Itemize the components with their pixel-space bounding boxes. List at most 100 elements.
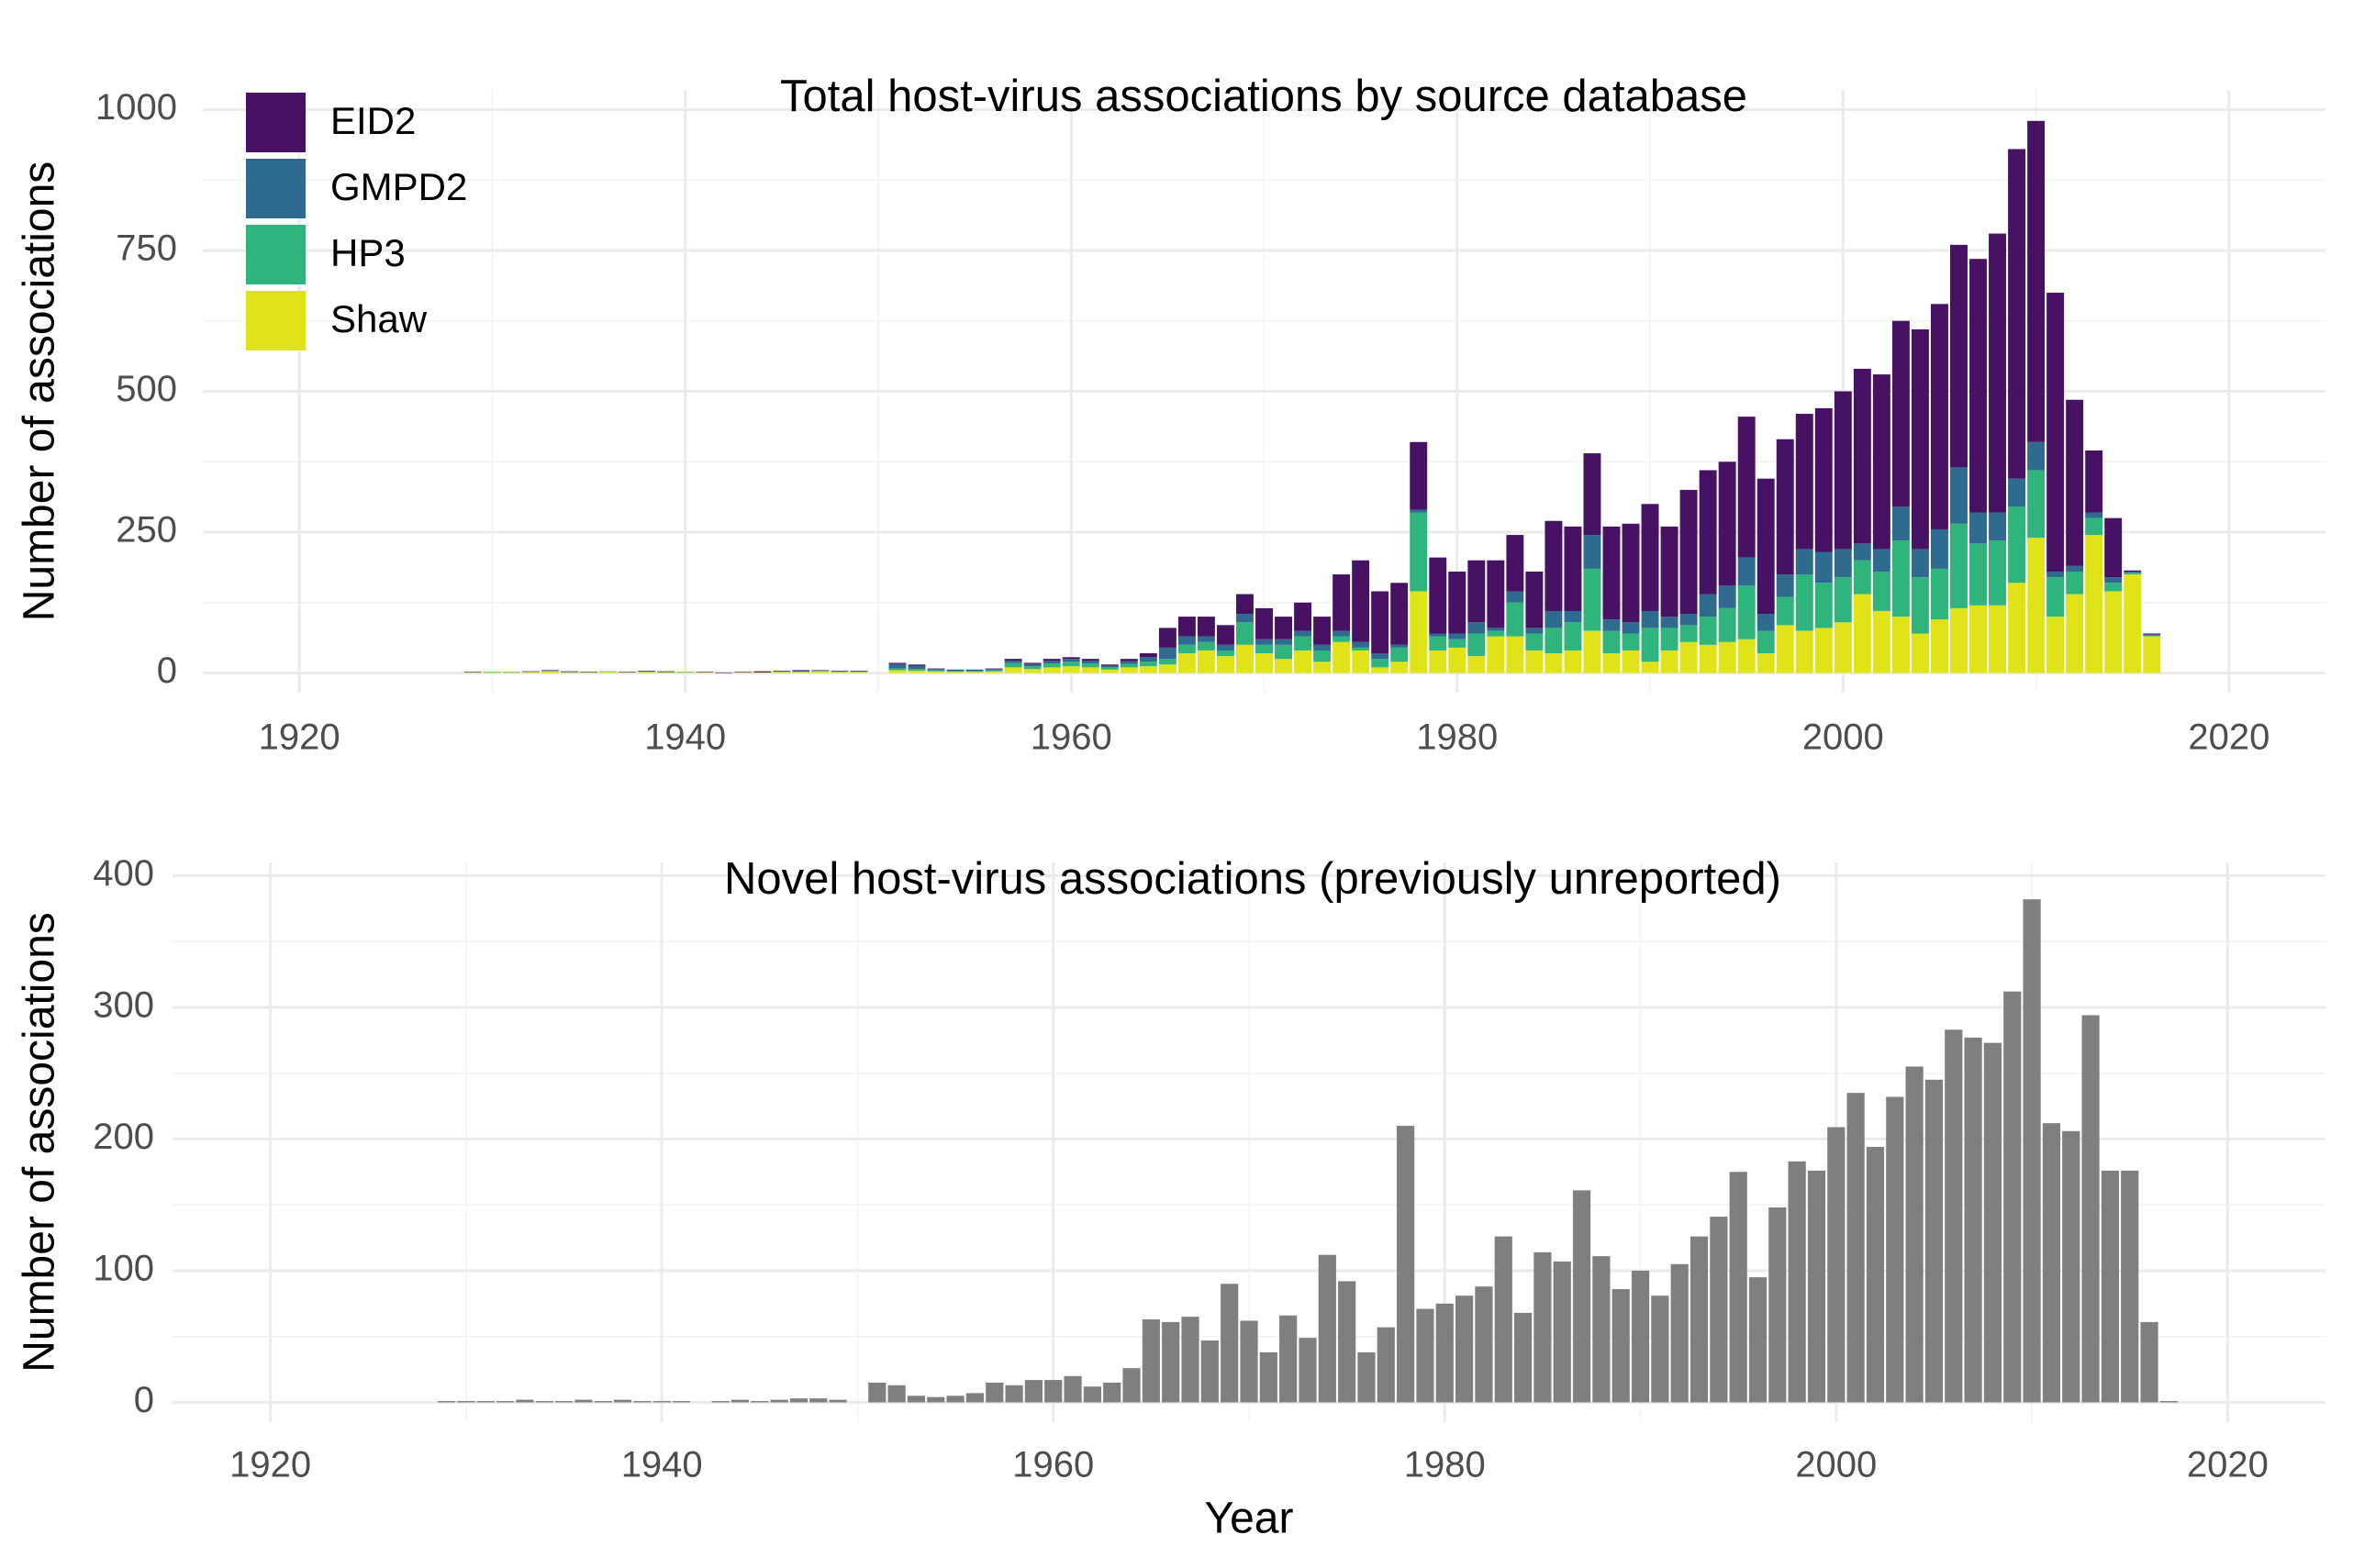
bar [751, 1401, 769, 1403]
bar-segment [599, 672, 618, 673]
bar-segment [1487, 630, 1505, 637]
bar [809, 1398, 828, 1403]
bar-segment [888, 663, 907, 669]
bar [1886, 1096, 1904, 1403]
bar [986, 1382, 1004, 1403]
bar-segment [1062, 659, 1080, 662]
y-tick-label: 300 [93, 984, 154, 1025]
bar-segment [1390, 647, 1409, 662]
bar-segment [1371, 591, 1389, 654]
bar-segment [927, 668, 945, 670]
bar-segment [1718, 585, 1736, 608]
bar-segment [1795, 414, 1813, 550]
bar-segment [1564, 526, 1582, 611]
bar-segment [1795, 549, 1813, 575]
bar-segment [1448, 571, 1466, 634]
bar-segment [2085, 517, 2103, 536]
bar [946, 1396, 965, 1403]
bar-segment [1255, 653, 1273, 673]
bar-segment [580, 672, 598, 673]
bar-segment [1853, 368, 1871, 544]
bar-segment [1911, 633, 1929, 673]
bar-segment [2046, 577, 2065, 617]
bar-segment [1756, 478, 1775, 615]
bar [1103, 1382, 1121, 1403]
bar-segment [1989, 512, 2006, 541]
bar [437, 1401, 456, 1403]
x-tick-label: 1960 [1012, 1445, 1094, 1485]
bar-segment [1506, 591, 1524, 603]
bar-segment [541, 671, 559, 672]
bar-segment [946, 670, 965, 672]
bar-segment [1950, 467, 1968, 524]
bar-segment [1545, 610, 1563, 628]
x-tick-label: 1920 [259, 717, 340, 758]
bar-segment [1853, 560, 1871, 595]
bar-segment [792, 672, 810, 673]
bar [613, 1399, 632, 1403]
bar [1259, 1351, 1277, 1403]
legend-swatch [246, 225, 306, 284]
bar [1005, 1385, 1023, 1403]
bar-segment [1679, 614, 1698, 626]
bar [1357, 1351, 1376, 1403]
bar-segment [1969, 259, 1987, 513]
bar-segment [753, 671, 772, 673]
bar-segment [2104, 591, 2123, 673]
bar-segment [1814, 551, 1833, 584]
bar [1553, 1261, 1571, 1403]
bar-segment [1641, 504, 1659, 611]
bar-segment [1004, 661, 1022, 663]
x-tick-label: 1920 [229, 1445, 311, 1485]
bar [496, 1401, 515, 1403]
x-tick-label: 1940 [644, 717, 726, 758]
bar-segment [985, 668, 1003, 670]
bar-segment [1255, 639, 1273, 645]
bar-segment [522, 671, 540, 673]
bar-segment [1236, 622, 1254, 645]
bar [1435, 1303, 1454, 1403]
bar-segment [1622, 622, 1640, 634]
bar-segment [1158, 664, 1176, 673]
bar-segment [1448, 633, 1466, 639]
bar [1416, 1308, 1434, 1403]
bar-segment [1699, 644, 1717, 673]
bar-segment [1872, 374, 1890, 550]
bar-segment [1487, 636, 1505, 673]
bar [1122, 1368, 1141, 1403]
bar-segment [965, 671, 984, 673]
bar-segment [1236, 614, 1254, 623]
legend-label: GMPD2 [330, 165, 467, 208]
bar-segment [1950, 523, 1968, 608]
bar-segment [1467, 622, 1486, 634]
bar-segment [1275, 644, 1292, 660]
bar [1338, 1281, 1356, 1403]
bar-segment [1506, 636, 1524, 673]
bar [1945, 1029, 1963, 1403]
bar-segment [1756, 653, 1775, 673]
bar [476, 1401, 495, 1403]
y-axis-label: Number of associations [16, 161, 64, 622]
bar [1651, 1296, 1669, 1403]
bar [2121, 1170, 2139, 1403]
bar-segment [2143, 635, 2161, 637]
bar-segment [908, 664, 926, 666]
bar-segment [1776, 625, 1794, 673]
bar [770, 1399, 788, 1403]
legend-label: Shaw [330, 297, 428, 340]
bar-segment [1216, 656, 1234, 673]
bar-segment [1158, 659, 1176, 665]
bar-segment [1390, 662, 1409, 673]
bar-segment [1313, 650, 1332, 662]
bar [574, 1399, 593, 1403]
x-tick-label: 2000 [1802, 717, 1884, 758]
y-tick-label: 1000 [95, 87, 177, 128]
bar-segment [1699, 594, 1717, 617]
bar-segment [2027, 441, 2046, 471]
bar-segment [1216, 644, 1234, 651]
bar-segment [2008, 478, 2026, 507]
bar-segment [541, 671, 559, 673]
bar [2003, 991, 2022, 1403]
bar [1611, 1289, 1630, 1403]
bar-segment [1275, 639, 1292, 645]
